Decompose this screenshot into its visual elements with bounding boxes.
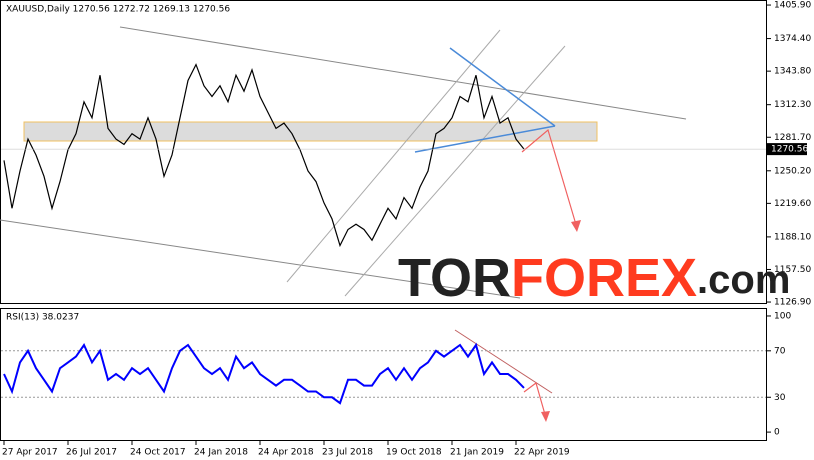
watermark: TORFOREX.com [398,248,790,308]
y-tick-label: 30 [774,393,786,403]
rsi-trend-line [454,329,553,394]
trend-line [414,125,556,153]
x-tick-label: 21 Jan 2019 [450,448,504,458]
y-tick-label: 1126.90 [774,298,811,308]
y-tick-label: 0 [774,428,780,438]
y-tick-label: 1343.80 [774,67,811,77]
last-price-label: 1270.56 [771,145,808,155]
annotations [0,26,687,422]
y-tick-label: 1219.60 [774,199,811,209]
x-tick-label: 24 Oct 2017 [130,448,186,458]
channel-line [344,45,566,297]
rsi-title: RSI(13) 38.0237 [6,313,79,323]
channel-line [119,26,687,120]
y-tick-label: 1157.50 [774,265,811,275]
arrow-head [541,411,550,422]
arrow-head [571,220,581,232]
y-tick-label: 1250.20 [774,166,811,176]
x-tick-label: 27 Apr 2017 [2,448,58,458]
y-tick-label: 1281.70 [774,133,811,143]
x-tick-label: 24 Jan 2018 [194,448,248,458]
x-tick-label: 19 Oct 2018 [386,448,442,458]
y-tick-label: 1188.10 [774,232,811,242]
zone [23,121,598,142]
channel-line [0,219,521,299]
watermark-part: TOR [398,248,511,308]
y-tick-label: 1312.30 [774,100,811,110]
y-tick-label: 100 [774,311,791,321]
price-panel [0,0,767,304]
arrow [523,381,547,419]
x-tick-label: 22 Apr 2019 [514,448,570,458]
watermark-part: .com [697,258,790,302]
series-line [3,63,525,248]
x-tick-label: 23 Jul 2018 [322,448,373,458]
last-price-tag [767,143,807,156]
x-tick-label: 26 Jul 2017 [66,448,117,458]
y-tick-label: 70 [774,346,786,356]
y-tick-label: 1374.40 [774,34,811,44]
chart-title: XAUUSD,Daily 1270.56 1272.72 1269.13 127… [6,5,230,15]
rsi-panel [0,308,767,441]
trend-line [449,47,556,127]
series-line [3,342,525,405]
watermark-part: FOREX [511,248,697,308]
x-tick-label: 24 Apr 2018 [258,448,314,458]
channel-line [286,29,501,283]
arrow [521,128,578,229]
y-tick-label: 1405.90 [774,1,811,11]
